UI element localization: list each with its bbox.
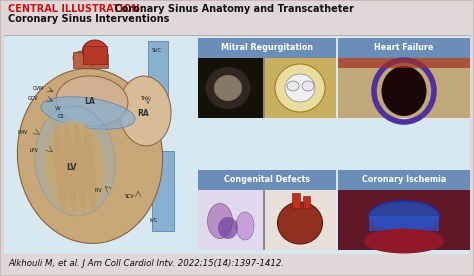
Bar [338, 58, 470, 68]
Text: GCV: GCV [28, 97, 38, 102]
Text: PIV: PIV [95, 189, 103, 193]
Ellipse shape [83, 123, 96, 213]
Text: RA: RA [137, 108, 149, 118]
Text: Heart Failure: Heart Failure [374, 44, 434, 52]
Ellipse shape [41, 97, 135, 129]
Text: VV: VV [55, 105, 62, 110]
Bar [338, 38, 470, 58]
Text: OVM: OVM [33, 86, 44, 92]
Ellipse shape [285, 74, 315, 102]
Bar [292, 193, 300, 208]
Ellipse shape [275, 64, 325, 112]
Bar [198, 170, 336, 190]
Text: Congenital Defects: Congenital Defects [224, 176, 310, 184]
Bar [1, 1, 473, 36]
Text: CS: CS [58, 113, 64, 118]
Ellipse shape [92, 49, 108, 62]
Text: LA: LA [85, 97, 95, 105]
Text: Coronary Ischemia: Coronary Ischemia [362, 176, 446, 184]
Ellipse shape [73, 51, 91, 65]
Text: LPV: LPV [30, 147, 39, 153]
Ellipse shape [369, 201, 439, 231]
Ellipse shape [56, 76, 128, 126]
Bar [338, 190, 470, 250]
Bar [303, 196, 310, 208]
Ellipse shape [206, 67, 250, 109]
Ellipse shape [54, 123, 66, 213]
Ellipse shape [364, 229, 444, 253]
Ellipse shape [45, 121, 105, 215]
Bar [92, 54, 108, 68]
Text: Alkhouli M, et al. J Am Coll Cardiol Intv. 2022;15(14):1397-1412.: Alkhouli M, et al. J Am Coll Cardiol Int… [8, 259, 284, 269]
Ellipse shape [119, 76, 171, 146]
Bar [198, 190, 263, 250]
Text: LMV: LMV [18, 131, 28, 136]
Bar [338, 58, 470, 118]
Ellipse shape [35, 106, 115, 216]
Bar [198, 58, 263, 118]
Text: ThV: ThV [140, 95, 149, 100]
Text: Coronary Sinus Anatomy and Transcatheter: Coronary Sinus Anatomy and Transcatheter [111, 4, 354, 14]
Ellipse shape [82, 40, 108, 62]
Text: CENTRAL ILLUSTRATION:: CENTRAL ILLUSTRATION: [8, 4, 144, 14]
Bar [265, 58, 336, 118]
Ellipse shape [287, 81, 299, 91]
Bar [4, 36, 470, 254]
Bar [83, 46, 107, 64]
Ellipse shape [18, 69, 163, 243]
Bar [198, 58, 336, 118]
Ellipse shape [382, 66, 427, 116]
Bar [338, 58, 470, 118]
Bar [198, 190, 336, 250]
Bar [73, 52, 91, 68]
Ellipse shape [73, 123, 86, 213]
Text: Mitral Regurgitation: Mitral Regurgitation [221, 44, 313, 52]
Ellipse shape [302, 81, 314, 91]
Bar [198, 38, 336, 58]
Bar [338, 190, 470, 250]
Bar [148, 41, 168, 101]
Text: Coronary Sinus Interventions: Coronary Sinus Interventions [8, 14, 169, 24]
Ellipse shape [236, 212, 254, 240]
Bar [152, 151, 174, 231]
Ellipse shape [214, 75, 242, 101]
Text: SCV: SCV [125, 193, 135, 198]
Text: LV: LV [67, 163, 77, 172]
Ellipse shape [218, 217, 238, 239]
Bar [338, 170, 470, 190]
Text: IVC: IVC [150, 219, 158, 224]
Bar [369, 216, 439, 231]
Bar [265, 190, 336, 250]
Ellipse shape [208, 203, 233, 238]
Text: SVC: SVC [152, 49, 162, 54]
Ellipse shape [64, 123, 76, 213]
Ellipse shape [277, 202, 322, 244]
